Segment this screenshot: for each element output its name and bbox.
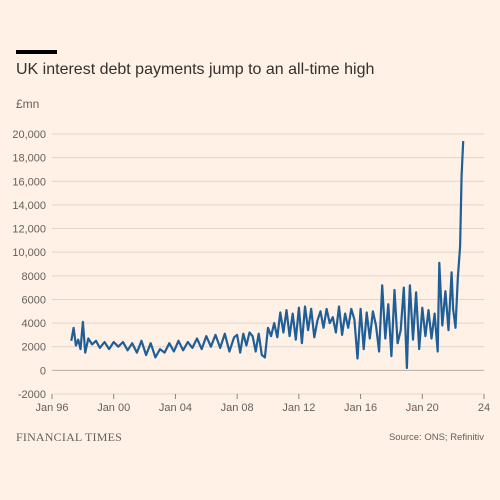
- x-tick-label: Jan 12: [282, 402, 315, 414]
- source-note: Source: ONS; Refinitiv: [388, 432, 484, 443]
- ft-brand-wordmark: FINANCIAL TIMES: [16, 430, 123, 444]
- y-tick-label: 18,000: [12, 153, 46, 165]
- x-axis-ticks: Jan 96 Jan 00 Jan 04 Jan 08 Jan 12 Jan 16 Jan …: [35, 394, 490, 414]
- ft-accent-bar: [16, 50, 57, 54]
- y-tick-label: 16,000: [12, 176, 46, 188]
- x-tick-label: Jan 04: [159, 402, 192, 414]
- x-tick-label: Jan 96: [35, 402, 68, 414]
- y-tick-label: 14,000: [12, 200, 46, 212]
- y-tick-label: 6000: [22, 294, 46, 306]
- x-tick-label: Jan 20: [406, 402, 439, 414]
- x-tick-label: Jan 16: [344, 402, 377, 414]
- x-tick-label: Jan 00: [97, 402, 130, 414]
- x-tick-label: Jan 08: [221, 402, 254, 414]
- series-line: [70, 141, 465, 370]
- chart-title: UK interest debt payments jump to an all…: [16, 61, 375, 78]
- y-tick-label: 8000: [22, 271, 46, 283]
- y-tick-label: 4000: [22, 318, 46, 330]
- y-tick-label: 10,000: [12, 247, 46, 259]
- y-tick-label: 2000: [22, 342, 46, 354]
- y-axis-ticks: -2000 0 2000 4000 6000 8000 10,000 12,000 14,000…: [12, 129, 46, 401]
- y-tick-label: 12,000: [12, 224, 46, 236]
- y-tick-label: 20,000: [12, 129, 46, 141]
- y-tick-label: -2000: [18, 389, 46, 401]
- x-tick-label: 24: [478, 402, 490, 414]
- y-tick-label: 0: [40, 365, 46, 377]
- gridlines: [52, 133, 484, 395]
- y-axis-unit-label: £mn: [16, 97, 40, 111]
